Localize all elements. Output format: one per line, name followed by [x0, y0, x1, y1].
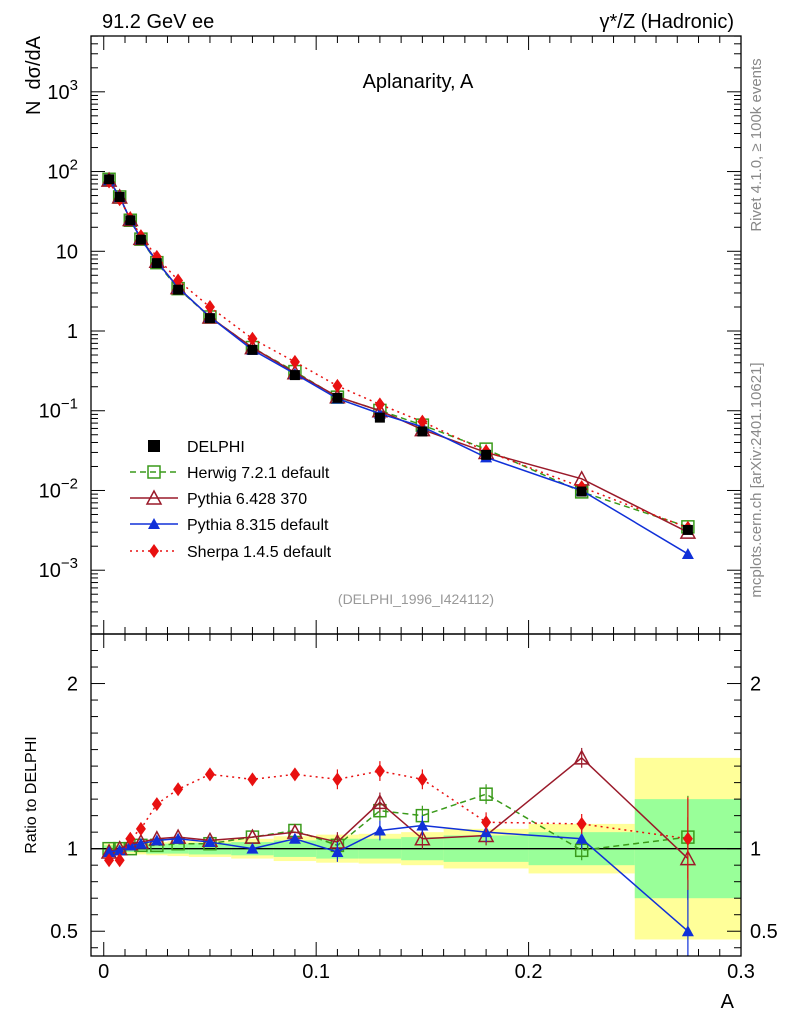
- marker-square: [576, 486, 587, 497]
- y-tick-label: 10: [56, 241, 78, 263]
- marker-square: [135, 234, 146, 245]
- marker-diamond: [125, 831, 136, 846]
- marker-diamond: [417, 414, 428, 429]
- y-tick-label: 103: [47, 77, 78, 104]
- marker-square: [289, 370, 300, 381]
- r-tick-label: 2: [67, 674, 78, 696]
- top-y-axis-label: N dσ/dA: [23, 35, 45, 115]
- marker-diamond: [289, 354, 300, 369]
- marker-square: [374, 412, 385, 423]
- marker-square: [417, 426, 428, 437]
- marker-square: [332, 392, 343, 403]
- legend-label-data: DELPHI: [187, 439, 245, 456]
- r-tick-label-right: 2: [750, 674, 761, 696]
- marker-square: [173, 284, 184, 295]
- marker-diamond: [135, 821, 146, 836]
- marker-diamond: [114, 853, 125, 868]
- r-tick-label: 1: [67, 839, 78, 861]
- marker-square: [247, 344, 258, 355]
- marker-square: [204, 313, 215, 324]
- marker-triangle: [103, 845, 116, 857]
- marker-triangle: [203, 836, 216, 848]
- x-axis-label: A: [721, 991, 735, 1013]
- marker-diamond: [247, 772, 258, 787]
- marker-square: [125, 215, 136, 226]
- marker-square: [682, 524, 693, 535]
- marker-open-square: [147, 465, 161, 479]
- marker-triangle: [246, 842, 259, 854]
- marker-triangle: [150, 834, 163, 846]
- r-tick-label-right: 1: [750, 839, 761, 861]
- marker-diamond: [332, 378, 343, 393]
- marker-triangle: [148, 518, 160, 529]
- marker-square: [481, 449, 492, 460]
- series-1: [100, 171, 697, 900]
- marker-square: [104, 174, 115, 185]
- marker-square: [151, 258, 162, 269]
- header-left: 91.2 GeV ee: [102, 11, 214, 33]
- marker-triangle: [134, 837, 147, 849]
- x-tick-label: 0.1: [302, 961, 330, 983]
- x-tick-label: 0: [98, 961, 109, 983]
- marker-triangle: [172, 832, 185, 844]
- marker-diamond: [173, 273, 184, 288]
- marker-triangle: [681, 547, 694, 559]
- r-tick-label: 0.5: [50, 921, 78, 943]
- y-tick-label: 10−3: [39, 555, 78, 582]
- mcplots-label: mcplots.cern.ch [arXiv:2401.10621]: [748, 362, 765, 597]
- y-tick-label: 102: [47, 157, 78, 184]
- marker-diamond: [204, 300, 215, 315]
- analysis-id: (DELPHI_1996_I424112): [338, 591, 494, 607]
- marker-diamond: [374, 397, 385, 412]
- marker-diamond: [149, 544, 159, 558]
- y-tick-label: 10−1: [39, 396, 78, 423]
- bottom-y-axis-label: Ratio to DELPHI: [23, 736, 40, 853]
- legend-label: Pythia 8.315 default: [187, 517, 329, 534]
- y-tick-label: 1: [67, 321, 78, 343]
- header-right: γ*/Z (Hadronic): [600, 11, 734, 33]
- marker-triangle: [288, 832, 301, 844]
- x-tick-label: 0.3: [727, 961, 755, 983]
- r-tick-label-right: 0.5: [750, 921, 778, 943]
- marker-diamond: [247, 331, 258, 346]
- x-tick-label: 0.2: [515, 961, 543, 983]
- marker-diamond: [173, 782, 184, 797]
- bottom-frame: [90, 633, 742, 957]
- marker-diamond: [104, 853, 115, 868]
- y-tick-label: 10−2: [39, 475, 78, 502]
- legend-marker-data: [148, 440, 160, 452]
- data-points: [104, 174, 693, 535]
- marker-diamond: [289, 767, 300, 782]
- legend-label: Herwig 7.2.1 default: [187, 465, 330, 482]
- marker-diamond: [151, 797, 162, 812]
- chart-title: Aplanarity, A: [363, 71, 474, 93]
- legend-label: Sherpa 1.4.5 default: [187, 544, 332, 561]
- rivet-label: Rivet 4.1.0, ≥ 100k events: [748, 58, 765, 231]
- legend-label: Pythia 6.428 370: [187, 491, 307, 508]
- marker-diamond: [204, 767, 215, 782]
- marker-square: [114, 191, 125, 202]
- marker-open-triangle: [145, 489, 163, 505]
